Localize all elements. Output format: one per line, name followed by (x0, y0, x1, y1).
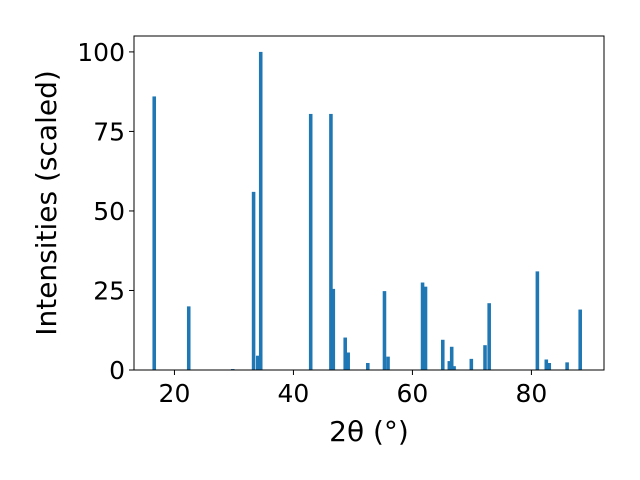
bar (544, 359, 549, 370)
x-tick-label: 60 (397, 379, 429, 408)
bar (487, 303, 491, 370)
bar (251, 191, 256, 370)
bar (420, 282, 425, 370)
y-tick-label: 50 (93, 197, 125, 226)
bars-group (152, 51, 582, 371)
y-axis: 0 25 50 75 100 (77, 38, 134, 385)
x-axis: 20 40 60 80 (159, 370, 548, 408)
y-axis-label: Intensities (scaled) (30, 70, 63, 336)
bar (152, 96, 157, 370)
bar (308, 113, 313, 370)
bar (255, 355, 260, 370)
bar (452, 366, 456, 370)
bar (423, 286, 428, 370)
bar (578, 309, 582, 370)
bar (366, 363, 370, 370)
bar (565, 362, 569, 370)
bar (186, 306, 191, 370)
x-tick-label: 40 (278, 379, 310, 408)
bar (469, 358, 474, 370)
bar (449, 346, 454, 370)
bar (346, 352, 350, 370)
plot-frame (133, 35, 605, 371)
bar (447, 361, 452, 370)
y-tick-label: 25 (93, 276, 125, 305)
y-tick-label: 0 (109, 356, 125, 385)
bar (547, 363, 552, 370)
bar (483, 345, 487, 370)
bar (343, 337, 347, 370)
x-axis-label: 2θ (°) (329, 415, 409, 448)
y-tick-label: 75 (93, 117, 125, 146)
bar (386, 356, 390, 370)
bar (331, 288, 336, 370)
bar (258, 51, 263, 371)
x-tick-label: 20 (159, 379, 191, 408)
x-tick-label: 80 (516, 379, 548, 408)
y-tick-label: 100 (77, 38, 125, 67)
bar (440, 339, 445, 370)
bar (535, 271, 540, 370)
bar (329, 113, 333, 370)
bar (382, 291, 387, 370)
